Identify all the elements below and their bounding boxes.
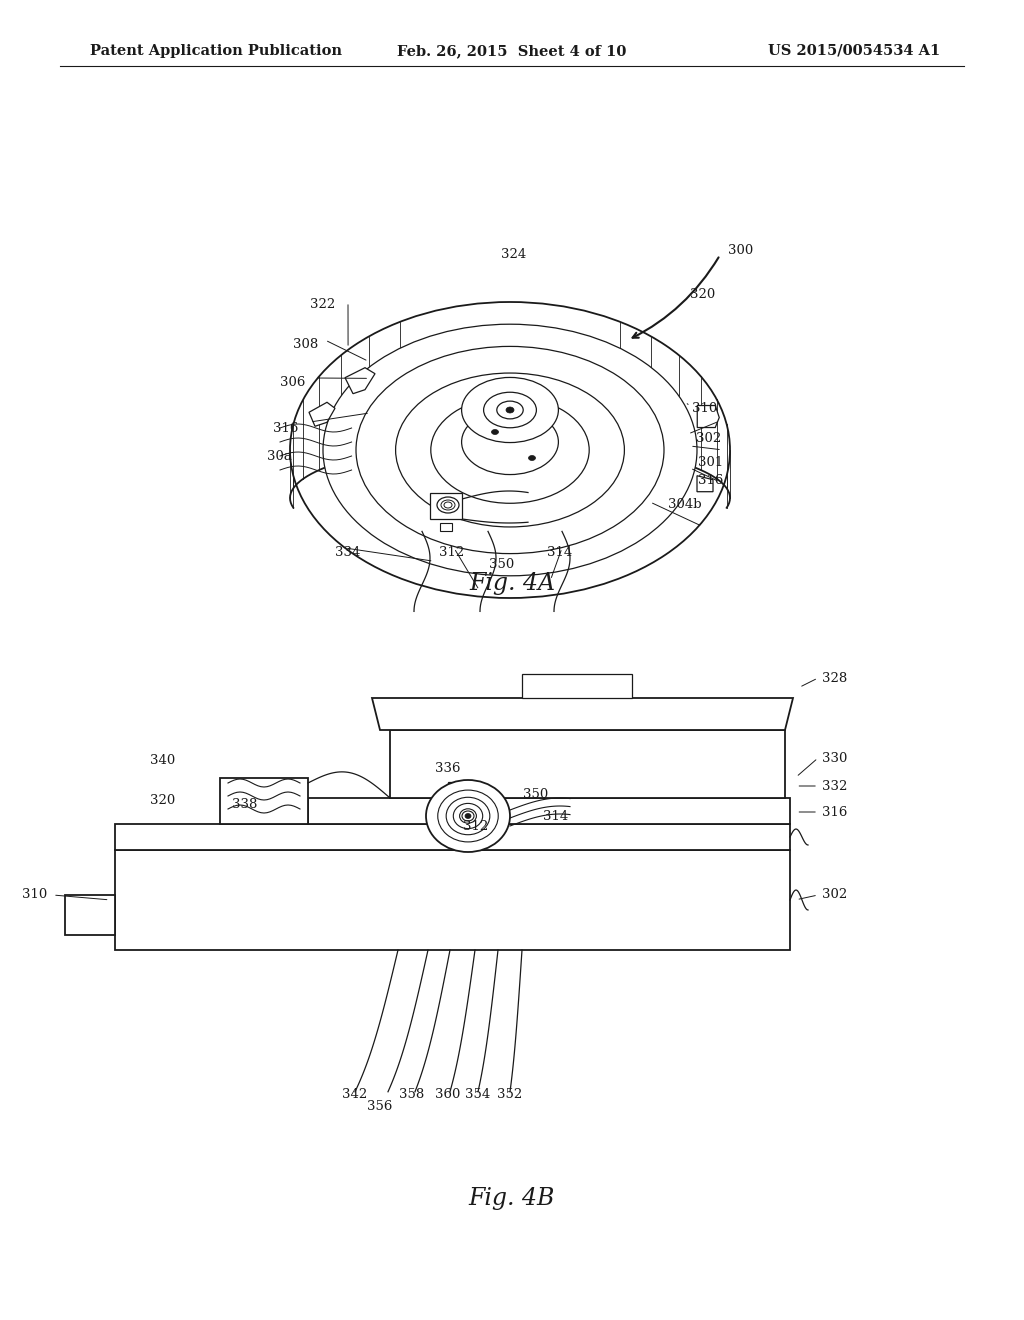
Text: 312: 312 [464, 820, 488, 833]
Ellipse shape [497, 401, 523, 418]
Ellipse shape [356, 346, 664, 553]
Ellipse shape [446, 797, 489, 834]
Text: Patent Application Publication: Patent Application Publication [90, 44, 342, 58]
Text: 320: 320 [150, 795, 175, 808]
Text: 354: 354 [465, 1088, 490, 1101]
Text: 308: 308 [293, 338, 318, 351]
Text: 302: 302 [822, 888, 847, 902]
Text: 360: 360 [435, 1088, 461, 1101]
Polygon shape [440, 523, 452, 531]
Ellipse shape [460, 809, 476, 824]
Text: 320: 320 [690, 289, 715, 301]
Bar [115, 850, 790, 950]
Text: 312: 312 [439, 545, 465, 558]
Text: 350: 350 [489, 558, 515, 572]
Ellipse shape [290, 302, 730, 598]
Text: Feb. 26, 2015  Sheet 4 of 10: Feb. 26, 2015 Sheet 4 of 10 [397, 44, 627, 58]
Text: Fig. 4B: Fig. 4B [469, 1187, 555, 1210]
Bar [449, 781, 468, 799]
Bar [65, 895, 115, 935]
Text: 358: 358 [399, 1088, 425, 1101]
Ellipse shape [465, 813, 471, 818]
Ellipse shape [441, 500, 455, 510]
Text: 330: 330 [822, 751, 848, 764]
Text: 334: 334 [335, 545, 360, 558]
Text: 306: 306 [280, 375, 305, 388]
Polygon shape [430, 492, 462, 519]
Text: 350: 350 [523, 788, 548, 800]
Text: 302: 302 [696, 432, 721, 445]
Ellipse shape [528, 455, 536, 461]
Polygon shape [697, 405, 719, 428]
Text: 314: 314 [548, 545, 572, 558]
Text: 340: 340 [150, 754, 175, 767]
Text: 338: 338 [232, 797, 258, 810]
Text: 324: 324 [502, 248, 526, 260]
Text: 310: 310 [22, 888, 47, 902]
Polygon shape [697, 475, 713, 492]
Ellipse shape [438, 791, 499, 842]
Bar [522, 675, 632, 698]
Text: 316: 316 [272, 421, 298, 434]
Text: 300: 300 [728, 243, 754, 256]
Bar [390, 730, 785, 799]
Ellipse shape [462, 378, 558, 442]
Ellipse shape [506, 407, 514, 413]
Bar [220, 777, 308, 824]
Ellipse shape [444, 502, 452, 508]
Ellipse shape [323, 325, 697, 576]
Bar [308, 799, 790, 824]
Text: 352: 352 [498, 1088, 522, 1101]
Text: 356: 356 [368, 1100, 392, 1113]
Ellipse shape [426, 780, 510, 851]
Text: 328: 328 [822, 672, 847, 685]
Polygon shape [372, 698, 793, 730]
Text: 342: 342 [342, 1088, 368, 1101]
Text: 322: 322 [309, 298, 335, 312]
Ellipse shape [395, 374, 625, 527]
Text: 316: 316 [698, 474, 723, 487]
Text: 30a: 30a [267, 450, 292, 462]
Ellipse shape [437, 498, 459, 513]
Polygon shape [309, 403, 335, 426]
Ellipse shape [492, 429, 499, 434]
Ellipse shape [483, 392, 537, 428]
Text: 332: 332 [822, 780, 848, 792]
Text: US 2015/0054534 A1: US 2015/0054534 A1 [768, 44, 940, 58]
Text: 304b: 304b [668, 498, 701, 511]
Text: 336: 336 [435, 762, 461, 775]
Text: 314: 314 [543, 809, 568, 822]
Bar [115, 824, 790, 850]
Text: 301: 301 [698, 455, 723, 469]
Ellipse shape [462, 810, 474, 821]
Text: Fig. 4A: Fig. 4A [469, 572, 555, 595]
Ellipse shape [462, 409, 558, 475]
Text: 316: 316 [822, 805, 848, 818]
Ellipse shape [454, 804, 482, 829]
Ellipse shape [431, 397, 589, 503]
Polygon shape [345, 368, 375, 393]
Text: 310: 310 [692, 401, 717, 414]
